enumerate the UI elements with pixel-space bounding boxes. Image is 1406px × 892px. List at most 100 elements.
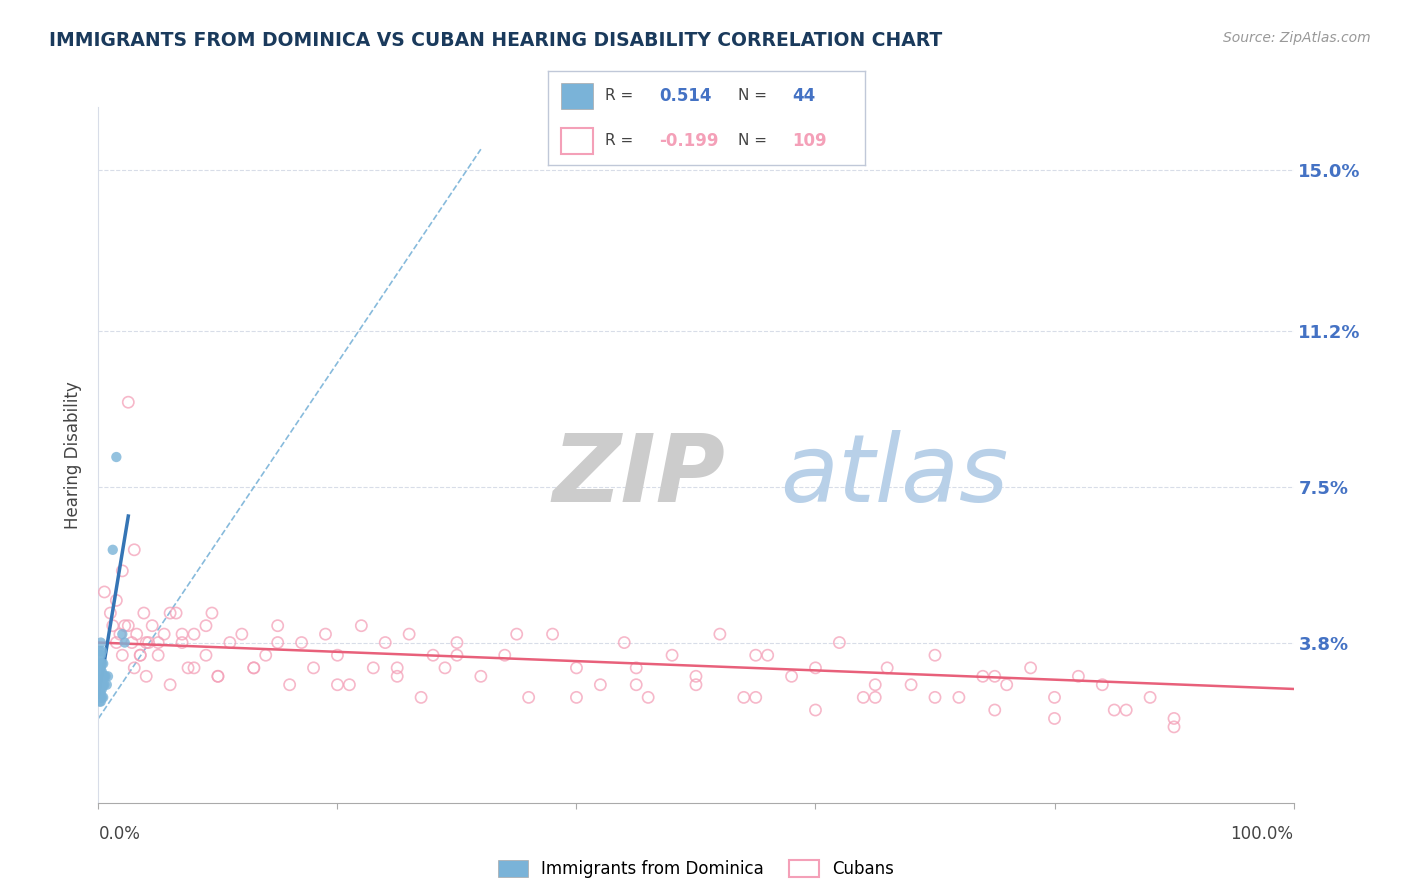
Point [111,627,134,641]
Point [398,627,420,641]
Point [470,669,492,683]
Point [91,657,114,671]
Point [101,542,124,557]
Point [97,669,120,683]
Point [626,661,648,675]
Point [132,606,155,620]
Point [948,690,970,705]
Point [661,648,683,663]
Point [124,661,146,675]
Point [1019,661,1042,675]
Point [114,635,136,649]
Point [804,703,827,717]
Text: 0.0%: 0.0% [98,825,141,843]
Point [90,690,112,705]
Point [984,669,1007,683]
Point [125,627,148,641]
Legend: Immigrants from Dominica, Cubans: Immigrants from Dominica, Cubans [491,854,901,885]
Point [565,661,588,675]
Point [94,669,117,683]
Point [98,606,122,620]
Point [129,648,152,663]
Point [219,635,242,649]
Y-axis label: Hearing Disability: Hearing Disability [65,381,83,529]
Point [89,665,111,679]
Point [91,657,114,671]
Point [709,627,731,641]
Point [863,690,887,705]
Point [91,690,114,705]
Point [90,665,112,679]
Point [385,661,409,675]
Point [89,690,111,705]
Point [89,644,111,658]
Text: atlas: atlas [779,430,1008,521]
Point [153,627,176,641]
Text: 100.0%: 100.0% [1230,825,1294,843]
Point [745,648,768,663]
Point [207,669,229,683]
Point [243,661,266,675]
Point [172,627,194,641]
Point [900,678,922,692]
Point [446,635,468,649]
Point [96,678,118,692]
Point [1091,678,1114,692]
Point [111,564,134,578]
Point [1043,711,1066,725]
Text: -0.199: -0.199 [659,132,718,150]
Bar [561,83,593,109]
Point [135,669,157,683]
Point [159,678,181,692]
Point [194,618,218,632]
Point [780,669,803,683]
Point [1163,720,1185,734]
Point [138,635,160,649]
Point [121,635,143,649]
Point [90,678,112,692]
Point [90,669,112,683]
Point [148,648,170,663]
Point [90,673,112,688]
Point [129,648,152,663]
Point [148,635,170,649]
Point [626,678,648,692]
Text: N =: N = [738,88,768,103]
Point [433,661,456,675]
Point [254,648,277,663]
Text: IMMIGRANTS FROM DOMINICA VS CUBAN HEARING DISABILITY CORRELATION CHART: IMMIGRANTS FROM DOMINICA VS CUBAN HEARIN… [49,31,942,50]
Point [876,661,898,675]
Point [231,627,253,641]
Text: 0.514: 0.514 [659,87,711,104]
Text: R =: R = [606,88,634,103]
Point [90,686,112,700]
Point [90,661,112,675]
Point [339,678,360,692]
Point [90,681,112,696]
Point [101,618,124,632]
Point [90,695,112,709]
Point [541,627,564,641]
Point [91,644,114,658]
Point [89,661,111,675]
Point [91,665,114,679]
Point [385,669,409,683]
Point [995,678,1018,692]
Point [411,690,433,705]
Point [177,661,200,675]
Point [1102,703,1125,717]
Point [91,669,114,683]
Point [291,635,314,649]
Point [91,681,114,696]
Point [114,618,136,632]
Point [105,635,128,649]
Point [194,648,218,663]
Point [517,690,540,705]
Point [89,695,111,709]
Point [267,635,290,649]
Point [105,593,128,607]
Point [1067,669,1090,683]
Point [165,606,187,620]
Point [108,627,131,641]
Point [363,661,385,675]
